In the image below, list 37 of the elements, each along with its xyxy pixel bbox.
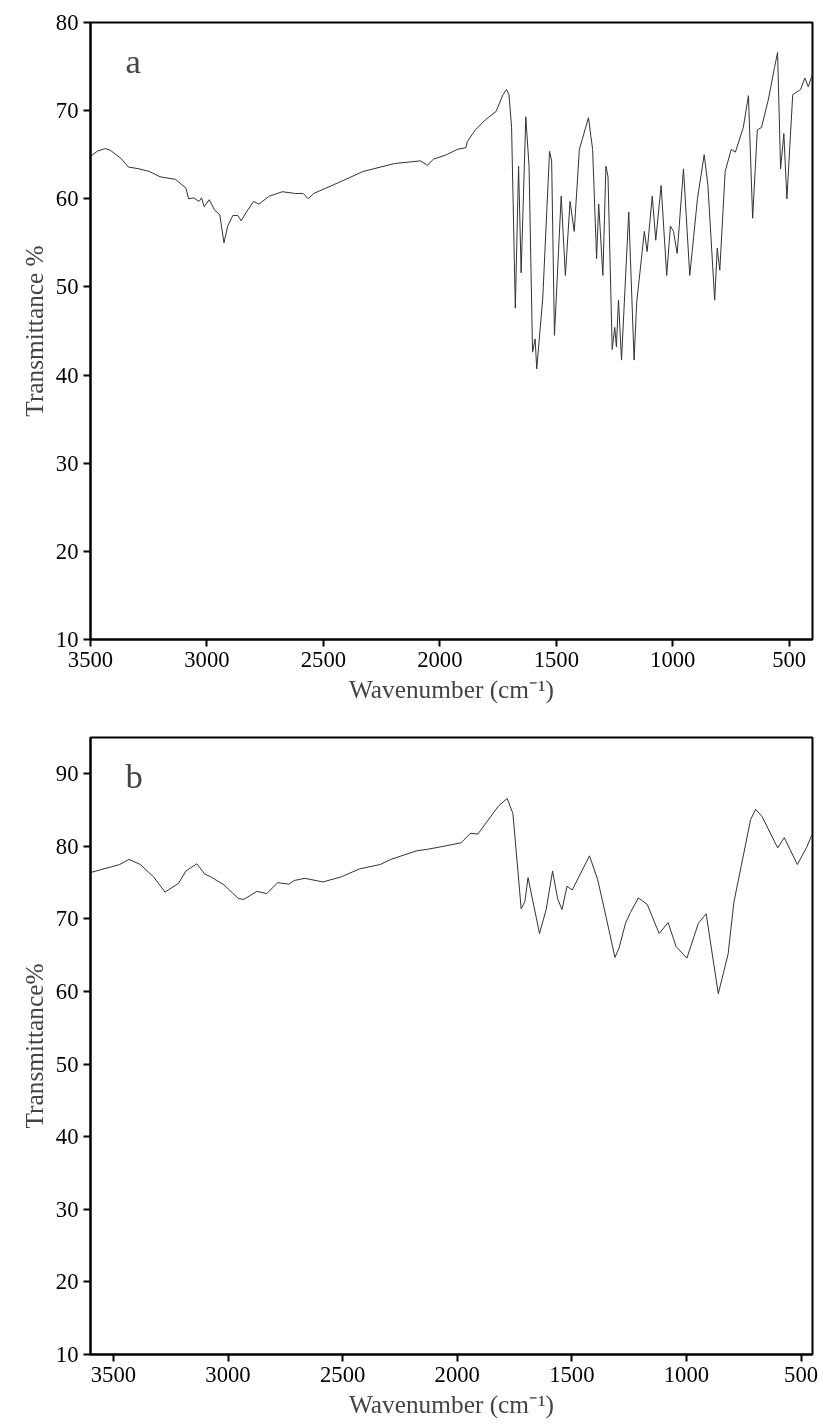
- x-axis-title: Wavenumber (cm⁻¹): [348, 674, 555, 704]
- y-tick-label: 30: [55, 450, 79, 476]
- y-tick-label: 80: [55, 833, 79, 859]
- annotation: a: [125, 41, 141, 80]
- x-tick-label: 500: [784, 1361, 818, 1387]
- x-tick-label: 500: [772, 646, 807, 672]
- y-tick-label: 80: [55, 10, 79, 35]
- annotation: b: [125, 756, 143, 795]
- y-tick-label: 50: [55, 1051, 79, 1077]
- x-tick-label: 1500: [549, 1361, 595, 1387]
- y-tick-label: 90: [55, 761, 79, 787]
- y-tick-label: 20: [55, 538, 79, 564]
- y-tick-label: 60: [55, 979, 79, 1005]
- y-tick-label: 10: [55, 1342, 79, 1367]
- y-axis-title: Transmittance%: [19, 963, 48, 1129]
- x-tick-label: 1000: [650, 646, 696, 672]
- x-tick-label: 3000: [205, 1361, 251, 1387]
- x-axis-title: Wavenumber (cm⁻¹): [348, 1389, 555, 1419]
- x-tick-label: 3500: [90, 1361, 137, 1387]
- x-tick-label: 2500: [300, 646, 347, 672]
- x-tick-label: 2000: [417, 646, 463, 672]
- x-tick-label: 1000: [663, 1361, 710, 1387]
- x-tick-label: 3000: [184, 646, 230, 672]
- y-tick-label: 40: [55, 362, 79, 388]
- y-tick-label: 30: [55, 1196, 79, 1222]
- y-tick-label: 70: [55, 98, 79, 124]
- x-tick-label: 1500: [533, 646, 579, 672]
- line-series: [90, 797, 813, 995]
- y-tick-label: 20: [55, 1269, 79, 1295]
- x-tick-label: 2500: [319, 1361, 366, 1387]
- y-tick-label: 40: [55, 1124, 79, 1150]
- y-tick-label: 70: [55, 906, 79, 932]
- line-series: [90, 51, 813, 370]
- y-tick-label: 50: [55, 274, 79, 300]
- y-tick-label: 60: [55, 186, 79, 212]
- y-axis-title: Transmittance %: [19, 245, 48, 417]
- x-tick-label: 2000: [434, 1361, 480, 1387]
